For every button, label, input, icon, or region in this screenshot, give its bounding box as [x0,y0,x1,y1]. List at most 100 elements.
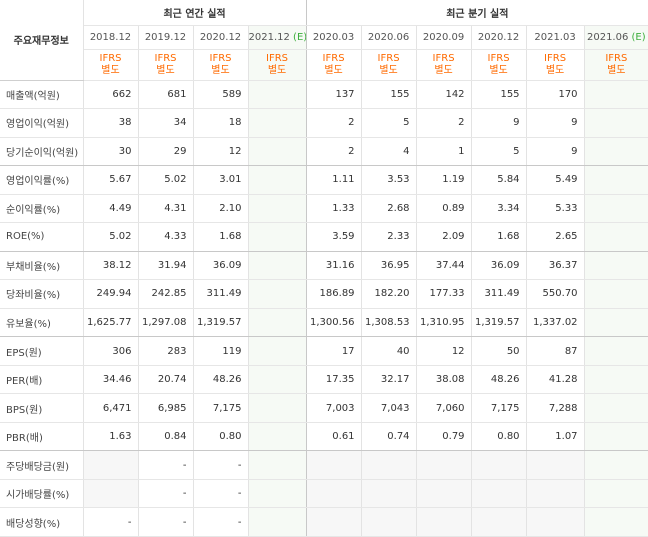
ifrs-badge: IFRS 별도 [488,53,510,77]
quarter-value-cell: 36.09 [471,251,527,281]
annual-value-cell: 20.74 [138,365,194,395]
period-quarter-estimate-label: 2021.06 [586,31,629,43]
quarter-value-cell [306,450,362,480]
annual-value-cell: - [138,479,194,509]
row-label: EPS(원) [0,336,84,366]
ifrs-badge-cell: IFRS 별도 [306,49,362,81]
separate-label: 별도 [156,64,175,76]
quarter-value-cell: 36.95 [361,251,417,281]
quarter-value-cell [584,137,648,167]
ifrs-badge: IFRS 별도 [323,53,345,77]
annual-value-cell: 5.67 [83,165,139,195]
table-row: 당기순이익(억원) 30 29 12 2 4 1 5 9 [0,137,648,167]
quarter-value-cell: 1,300.56 [306,308,362,338]
ifrs-label: IFRS [377,52,400,64]
annual-value-cell: - [193,450,249,480]
period-quarter-estimate: 2021.06 (E) [584,25,648,50]
quarter-value-cell: 9 [471,108,527,138]
annual-value-cell: 18 [193,108,249,138]
quarter-value-cell: 9 [526,137,585,167]
quarter-value-cell [584,450,648,480]
ifrs-label: IFRS [605,52,628,64]
annual-value-cell [248,365,307,395]
annual-value-cell: 1,297.08 [138,308,194,338]
estimate-mark: (E) [631,31,646,43]
annual-value-cell: 38.12 [83,251,139,281]
annual-value-cell: 36.09 [193,251,249,281]
ifrs-label: IFRS [322,52,345,64]
quarter-value-cell: 1.07 [526,422,585,452]
annual-value-cell: 589 [193,80,249,110]
quarter-value-cell: 2.65 [526,222,585,252]
annual-value-cell [83,450,139,480]
quarter-value-cell [361,507,417,537]
quarter-value-cell: 1,337.02 [526,308,585,338]
quarter-value-cell: 5.33 [526,194,585,224]
quarter-value-cell: 48.26 [471,365,527,395]
row-label: 유보율(%) [0,308,84,338]
quarter-value-cell: 5.49 [526,165,585,195]
quarter-value-cell: 142 [416,80,472,110]
annual-value-cell [248,251,307,281]
quarter-value-cell [361,479,417,509]
quarter-value-cell: 0.89 [416,194,472,224]
annual-value-cell: 306 [83,336,139,366]
annual-value-cell: 1,319.57 [193,308,249,338]
row-label: 부채비율(%) [0,251,84,281]
annual-value-cell: 1,625.77 [83,308,139,338]
ifrs-badge: IFRS 별도 [433,53,455,77]
table-row: 시가배당률(%) - - [0,479,648,509]
annual-value-cell: 48.26 [193,365,249,395]
table-row: 부채비율(%) 38.12 31.94 36.09 31.16 36.95 37.44 36.… [0,251,648,281]
row-label: ROE(%) [0,222,84,252]
annual-value-cell: 3.01 [193,165,249,195]
annual-value-cell: - [138,450,194,480]
quarter-value-cell [416,507,472,537]
quarter-value-cell [584,308,648,338]
quarter-value-cell: 177.33 [416,279,472,309]
quarter-value-cell [416,479,472,509]
annual-value-cell [248,479,307,509]
quarter-value-cell: 155 [361,80,417,110]
annual-value-cell [248,507,307,537]
ifrs-badge-cell: IFRS 별도 [584,49,648,81]
annual-value-cell: - [138,507,194,537]
period-quarter-5: 2021.03 [526,25,585,50]
table-row: BPS(원) 6,471 6,985 7,175 7,003 7,043 7,060 7,17… [0,393,648,423]
quarter-value-cell: 170 [526,80,585,110]
row-label: 영업이익(억원) [0,108,84,138]
quarter-value-cell [584,479,648,509]
row-label: 시가배당률(%) [0,479,84,509]
annual-value-cell: 6,985 [138,393,194,423]
quarter-value-cell: 155 [471,80,527,110]
row-label: 주당배당금(원) [0,450,84,480]
separate-label: 별도 [211,64,230,76]
ifrs-badge-cell: IFRS 별도 [471,49,527,81]
annual-value-cell [248,308,307,338]
period-annual-3: 2020.12 [193,25,249,50]
quarter-value-cell [471,450,527,480]
annual-value-cell: 12 [193,137,249,167]
quarter-value-cell: 31.16 [306,251,362,281]
quarter-value-cell [526,479,585,509]
item-column-header: 주요재무정보 [0,0,84,81]
quarter-value-cell [584,507,648,537]
table-row: EPS(원) 306 283 119 17 40 12 50 87 [0,336,648,366]
row-label: PBR(배) [0,422,84,452]
quarter-value-cell: 1,310.95 [416,308,472,338]
separate-label: 별도 [267,64,287,76]
row-label: BPS(원) [0,393,84,423]
quarter-value-cell: 550.70 [526,279,585,309]
ifrs-label: IFRS [99,52,122,64]
quarter-value-cell: 17.35 [306,365,362,395]
ifrs-badge: IFRS 별도 [378,53,400,77]
quarter-value-cell: 7,003 [306,393,362,423]
table-row: 유보율(%) 1,625.77 1,297.08 1,319.57 1,300.56 1,… [0,308,648,338]
table-row: 순이익률(%) 4.49 4.31 2.10 1.33 2.68 0.89 3.34 5.33 [0,194,648,224]
table-row: 영업이익(억원) 38 34 18 2 5 2 9 9 [0,108,648,138]
period-annual-estimate-label: 2021.12 [248,31,290,43]
separate-label: 별도 [607,64,626,76]
quarter-value-cell: 36.37 [526,251,585,281]
quarter-value-cell [361,450,417,480]
